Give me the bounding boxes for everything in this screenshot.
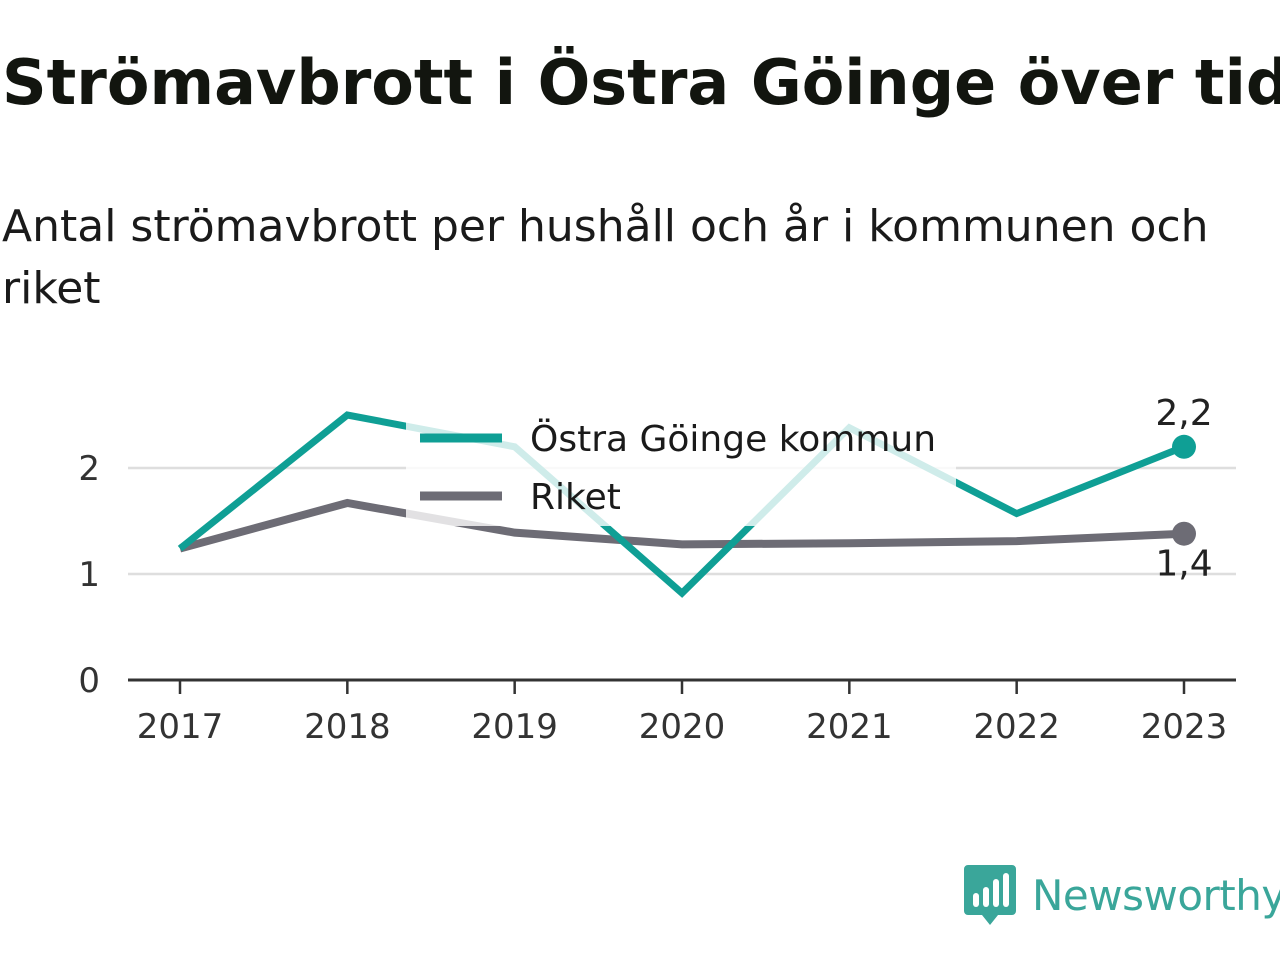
end-label-ostra-goinge: 2,2 xyxy=(1155,393,1212,434)
legend: Östra Göinge kommun Riket xyxy=(406,410,956,526)
end-point-ostra-goinge xyxy=(1172,434,1196,459)
chart-subtitle: Antal strömavbrott per hushåll och år i … xyxy=(2,201,1209,314)
series-lines xyxy=(177,411,1196,598)
x-tick-label: 2017 xyxy=(137,707,224,747)
x-tick-label: 2019 xyxy=(471,707,558,747)
legend-label-ostra-goinge: Östra Göinge kommun xyxy=(530,418,936,460)
x-tick-label: 2018 xyxy=(304,707,391,747)
line-chart: 0 1 2 2017 2018 2019 2020 2021 2022 2023 Östra Gö… xyxy=(78,393,1236,747)
x-tick-label: 2022 xyxy=(973,707,1060,747)
y-tick-label: 2 xyxy=(78,449,100,489)
bar-chart-speech-bubble-icon xyxy=(964,865,1016,925)
x-tick-label: 2021 xyxy=(806,707,893,747)
end-point-riket xyxy=(1172,521,1196,546)
series-line-ostra-goinge xyxy=(177,411,1186,598)
chart-title: Strömavbrott i Östra Göinge över tid xyxy=(2,46,1280,119)
legend-label-riket: Riket xyxy=(530,477,621,518)
y-tick-label: 1 xyxy=(78,555,100,595)
axes: 0 1 2 2017 2018 2019 2020 2021 2022 2023 xyxy=(78,449,1236,747)
x-tick-label: 2020 xyxy=(639,707,726,747)
end-label-riket: 1,4 xyxy=(1155,544,1212,585)
brand-name: Newsworthy xyxy=(1032,870,1280,920)
end-labels: 2,2 1,4 xyxy=(1155,393,1212,585)
y-tick-label: 0 xyxy=(78,661,100,701)
x-tick-label: 2023 xyxy=(1141,707,1228,747)
legend-background xyxy=(406,410,956,526)
series-line-riket xyxy=(178,498,1185,553)
newsworthy-logo: Newsworthy xyxy=(964,862,1280,928)
